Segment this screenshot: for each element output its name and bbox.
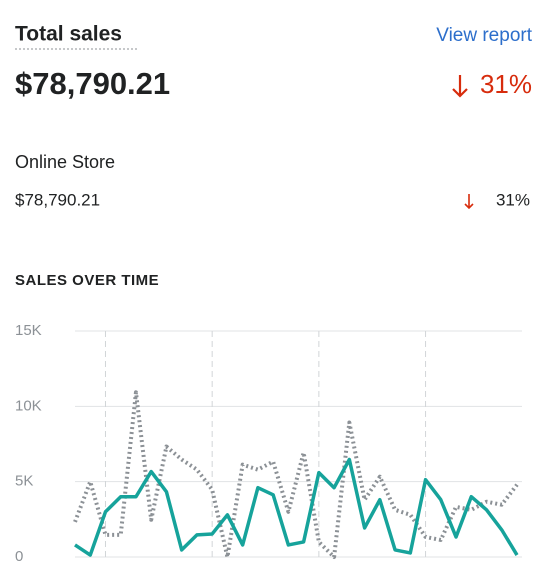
view-report-link[interactable]: View report: [436, 25, 532, 46]
chart-title: SALES OVER TIME: [15, 272, 159, 289]
y-tick-label: 0: [15, 548, 23, 565]
down-arrow: [464, 194, 474, 210]
y-tick-label: 10K: [15, 397, 42, 414]
channel-amount: $78,790.21: [15, 190, 100, 209]
total-change: 31%: [480, 69, 532, 99]
line-series: [73, 390, 519, 559]
y-tick-label: 5K: [15, 473, 33, 490]
down-arrow: [452, 75, 468, 98]
line-series: [74, 457, 519, 557]
total-value: $78,790.21: [15, 66, 170, 101]
card-title: Total sales: [15, 23, 122, 46]
y-tick-label: 15K: [15, 322, 42, 339]
plot: 0 5K 10K 15K: [15, 322, 522, 565]
channel-change: 31%: [496, 190, 530, 209]
channel-name: Online Store: [15, 152, 115, 172]
